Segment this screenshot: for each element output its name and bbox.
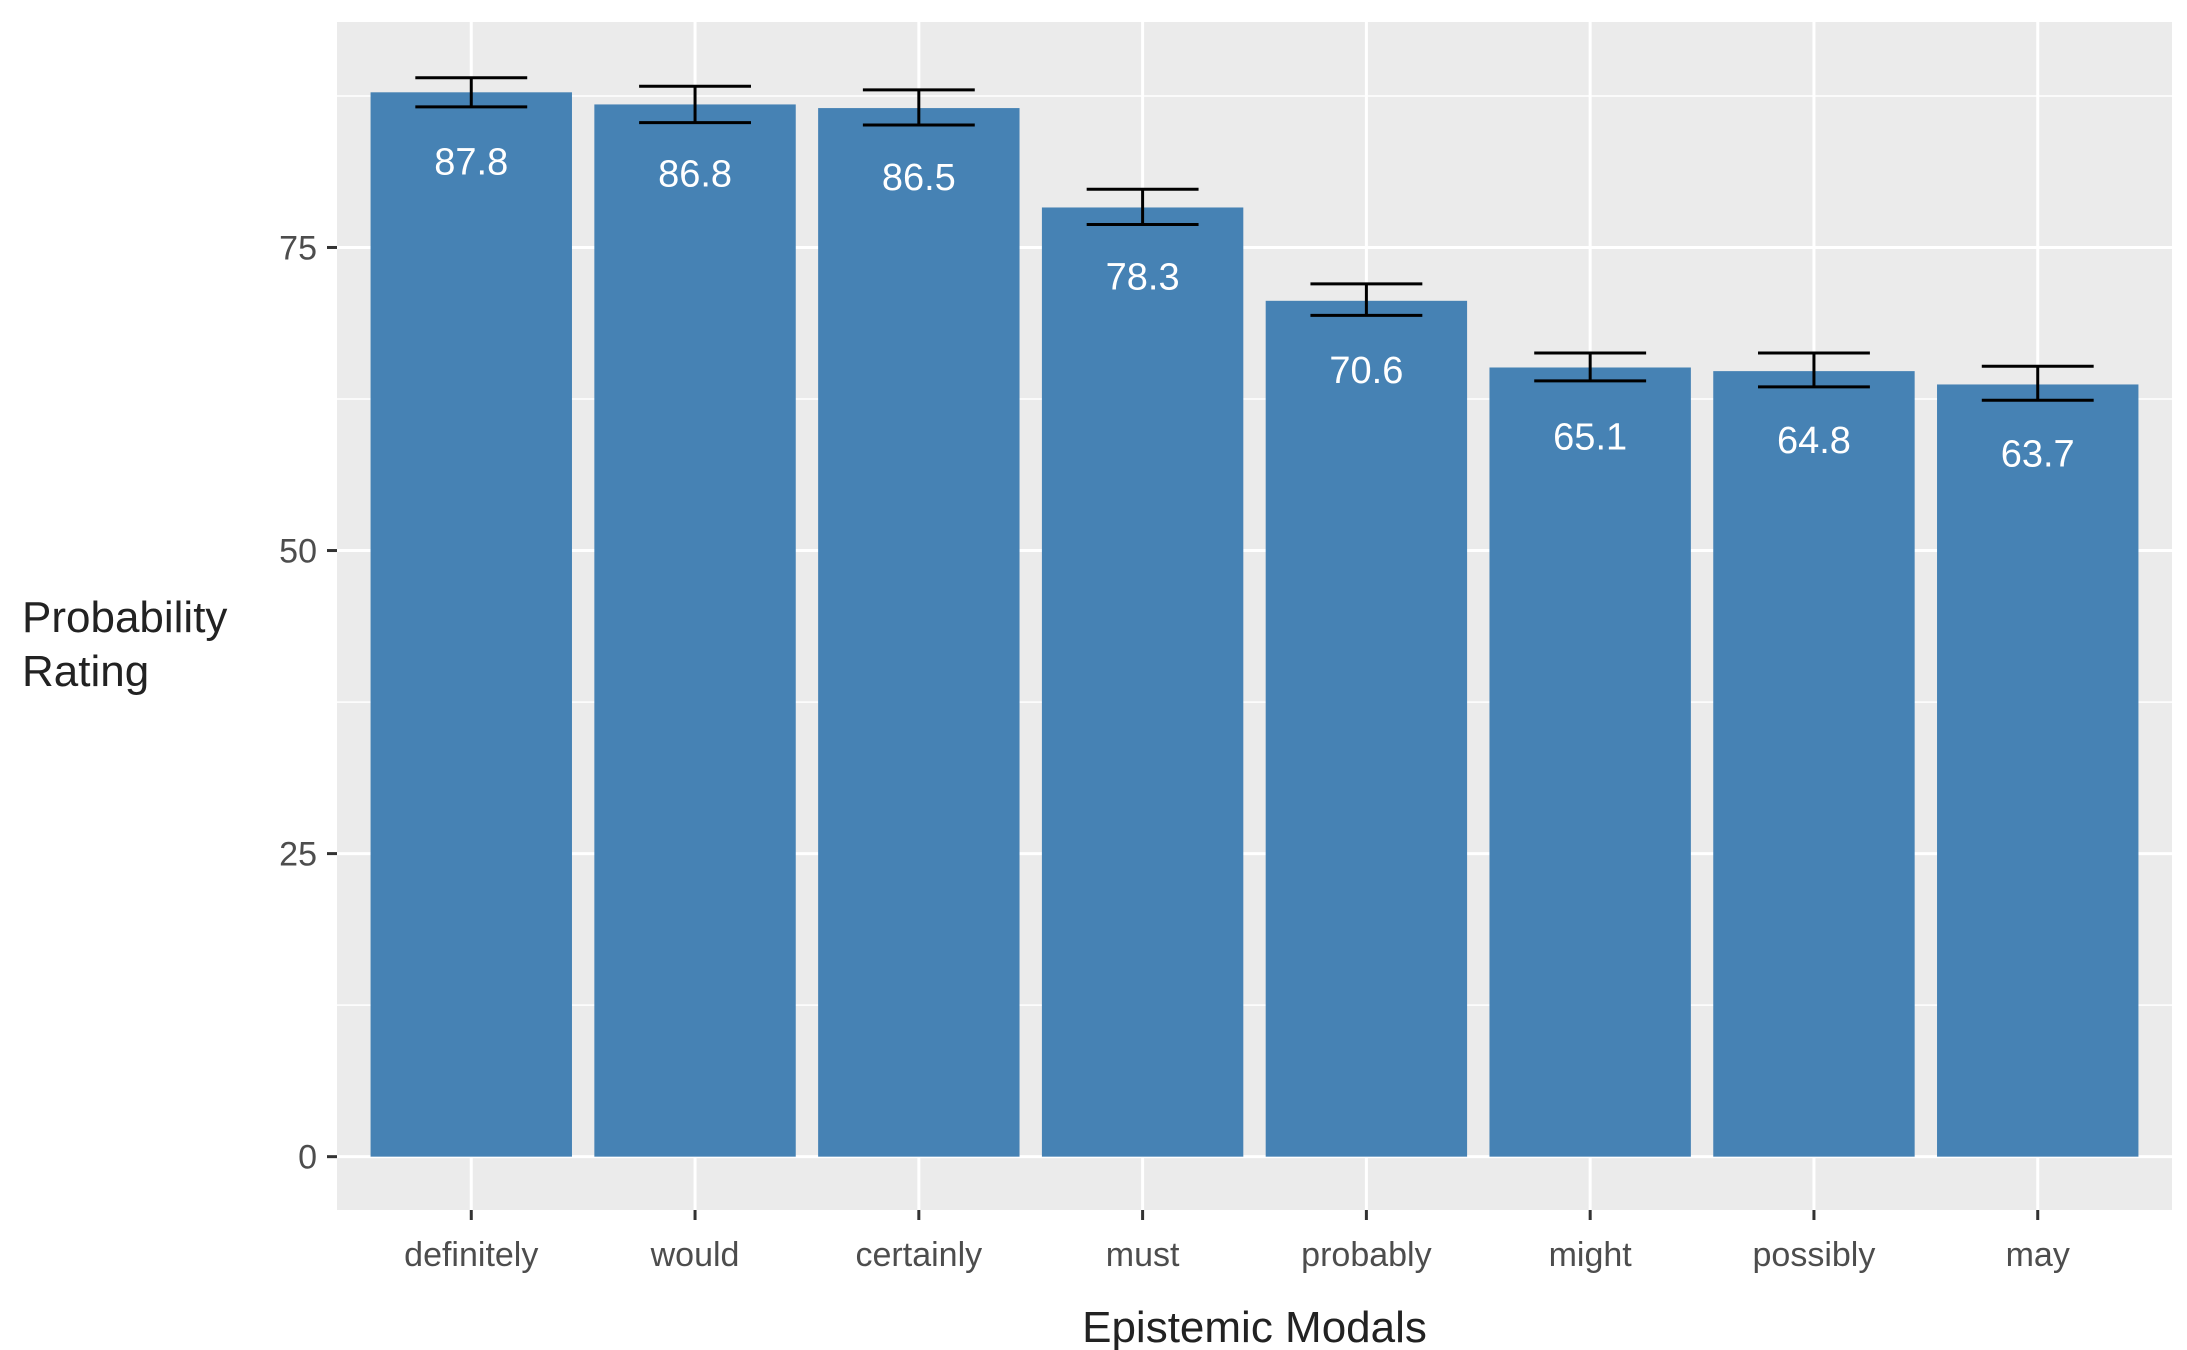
bar-value-label: 65.1: [1553, 416, 1627, 458]
bar-value-label: 86.5: [882, 157, 956, 199]
bar-value-label: 86.8: [658, 153, 732, 195]
bar-value-label: 70.6: [1329, 350, 1403, 392]
bar-value-label: 87.8: [434, 141, 508, 183]
bar-definitely: [370, 92, 572, 1157]
bar-value-labels: 87.8 86.8 86.5 78.3 70.6 65.1 64.8 63.7: [434, 141, 2074, 475]
x-axis-title: Epistemic Modals: [1082, 1303, 1427, 1350]
x-axis: definitely would certainly must probably migh…: [404, 1210, 2070, 1274]
y-axis-title: Probability Rating: [22, 593, 240, 696]
x-tick-label: might: [1549, 1236, 1633, 1274]
bar-would: [594, 104, 796, 1157]
bar-possibly: [1713, 371, 1915, 1157]
y-tick-label: 25: [279, 836, 317, 874]
x-tick-label: definitely: [404, 1236, 538, 1274]
x-tick-label: may: [2006, 1236, 2070, 1274]
x-tick-label: must: [1106, 1236, 1180, 1274]
y-axis: 0 25 50 75: [279, 229, 337, 1177]
bar-must: [1041, 207, 1244, 1157]
x-tick-label: certainly: [856, 1236, 983, 1274]
bar-value-label: 78.3: [1106, 256, 1180, 298]
y-tick-label: 75: [279, 229, 317, 267]
x-tick-label: probably: [1301, 1236, 1431, 1274]
bar-value-label: 63.7: [2001, 433, 2075, 475]
bar-might: [1489, 367, 1691, 1157]
bar-probably: [1265, 300, 1468, 1157]
y-axis-title-line-1: Probability: [22, 593, 227, 642]
error-bars: [415, 76, 2094, 402]
y-tick-label: 50: [279, 533, 317, 571]
x-tick-label: possibly: [1753, 1236, 1876, 1274]
x-tick-label: would: [650, 1236, 740, 1274]
bar-certainly: [818, 108, 1020, 1157]
bar-value-label: 64.8: [1777, 420, 1851, 462]
y-tick-label: 0: [298, 1139, 317, 1177]
y-axis-title-line-2: Rating: [22, 647, 149, 696]
bars: [370, 92, 2139, 1157]
bar-may: [1937, 384, 2139, 1157]
